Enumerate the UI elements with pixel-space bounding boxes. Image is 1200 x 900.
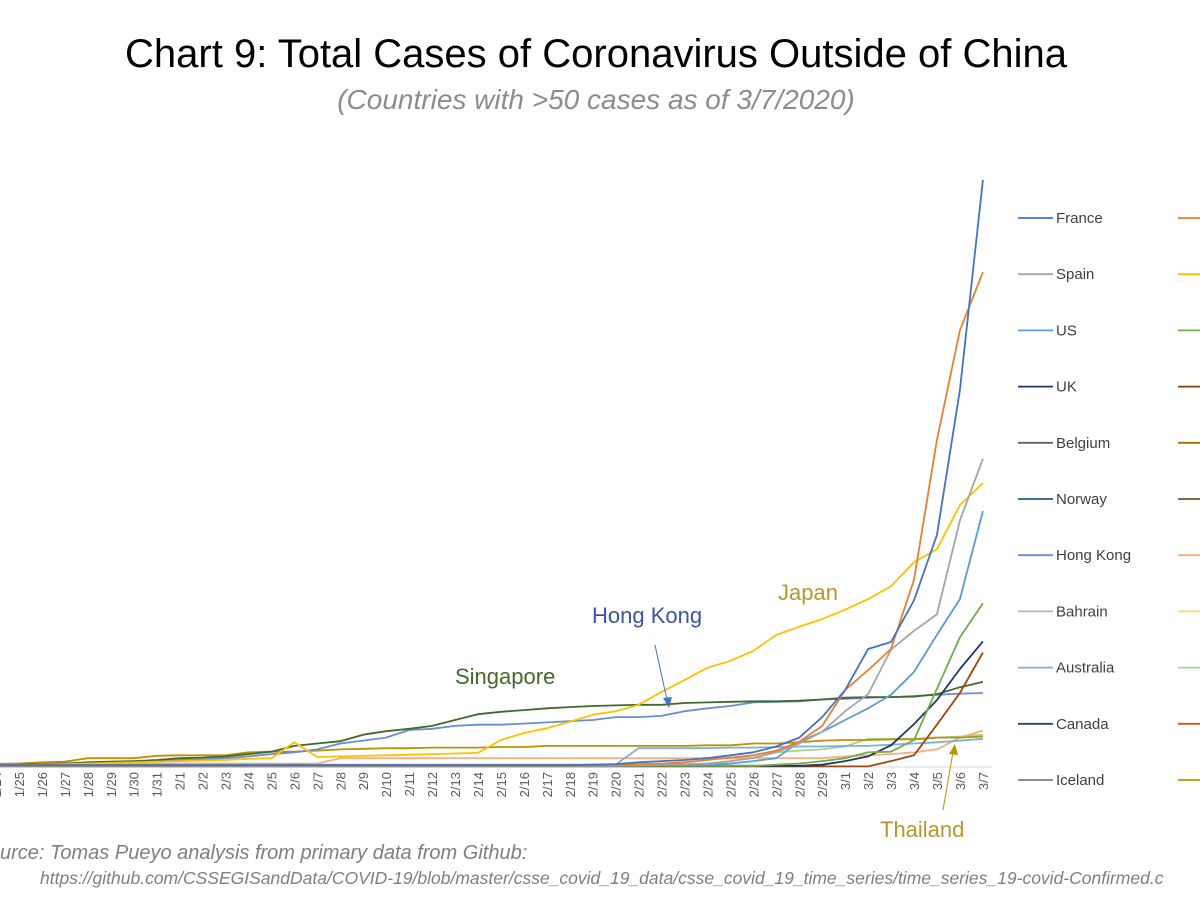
legend-label: Spain <box>1056 266 1094 283</box>
x-tick-label: 1/31 <box>150 772 165 797</box>
series-layer <box>0 179 984 768</box>
series-line-1 <box>0 271 984 767</box>
x-tick-label: 2/9 <box>356 772 371 790</box>
x-tick-label: 2/27 <box>769 772 784 797</box>
annotation-hong-kong: Hong Kong <box>592 603 702 628</box>
series-line-japan <box>0 482 984 767</box>
x-tick-label: 1/26 <box>35 772 50 797</box>
series-line-singapore <box>0 681 984 767</box>
source-note: urce: Tomas Pueyo analysis from primary … <box>0 842 528 864</box>
x-tick-label: 2/11 <box>402 772 417 796</box>
x-tick-label: 1/29 <box>104 772 119 797</box>
x-tick-label: 2/26 <box>746 772 761 797</box>
x-tick-label: 2/28 <box>792 772 807 797</box>
x-tick-label: 3/4 <box>907 772 922 790</box>
x-tick-label: 1/24 <box>0 772 4 797</box>
x-tick-label: 2/7 <box>310 772 325 790</box>
series-line-2 <box>0 458 984 767</box>
x-tick-label: 3/2 <box>861 772 876 790</box>
legend-label: France <box>1056 210 1103 227</box>
x-tick-label: 2/25 <box>723 772 738 797</box>
x-tick-label: 2/6 <box>287 772 302 790</box>
legend-label: Iceland <box>1056 772 1104 789</box>
x-tick-label: 2/16 <box>517 772 532 797</box>
thailand-arrowhead <box>949 744 958 755</box>
legend-label: Belgium <box>1056 435 1110 452</box>
x-tick-label: 3/6 <box>953 772 968 790</box>
thailand-arrow <box>942 751 954 811</box>
legend-label: Australia <box>1056 660 1115 677</box>
legend-label: Norway <box>1056 491 1107 508</box>
annotations: Japan Hong Kong Singapore Thailand <box>455 580 964 842</box>
x-tick-label: 2/3 <box>219 772 234 790</box>
legend-label: Bahrain <box>1056 603 1108 620</box>
x-tick-label: 1/28 <box>81 772 96 797</box>
x-tick-label: 2/17 <box>540 772 555 797</box>
series-line-13 <box>0 729 984 765</box>
x-tick-label: 2/18 <box>563 772 578 797</box>
x-tick-labels: 1/24 1/25 1/26 1/27 1/28 1/29 1/30 1/31 2/1 2/2 2/… <box>0 772 991 797</box>
legend-label: US <box>1056 322 1077 339</box>
annotation-singapore: Singapore <box>455 664 555 689</box>
x-tick-label: 2/8 <box>333 772 348 790</box>
x-tick-label: 2/24 <box>700 772 715 797</box>
x-tick-label: 2/29 <box>815 772 830 797</box>
chart-title: Chart 9: Total Cases of Coronavirus Outs… <box>125 32 1067 76</box>
chart-subtitle: (Countries with >50 cases as of 3/7/2020… <box>337 84 855 115</box>
legend-label: UK <box>1056 379 1077 396</box>
x-tick-label: 2/14 <box>471 772 486 797</box>
x-tick-label: 2/22 <box>655 772 670 797</box>
x-tick-label: 2/19 <box>586 772 601 797</box>
hong-kong-arrowhead <box>663 697 672 708</box>
x-tick-label: 1/27 <box>58 772 73 797</box>
hong-kong-arrow <box>654 644 668 701</box>
x-tick-label: 3/3 <box>884 772 899 790</box>
annotation-thailand: Thailand <box>880 817 964 842</box>
x-tick-label: 2/20 <box>609 772 624 797</box>
x-tick-label: 2/21 <box>632 772 647 797</box>
x-tick-label: 2/5 <box>264 772 279 790</box>
x-tick-label: 1/30 <box>127 772 142 797</box>
legend-label: Hong Kong <box>1056 547 1131 564</box>
x-tick-label: 2/23 <box>678 772 693 797</box>
x-tick-label: 2/10 <box>379 772 394 797</box>
legend: France Spain US UK Belgium Norway Hong Kong Bah… <box>1018 210 1200 789</box>
source-url: https://github.com/CSSEGISandData/COVID-… <box>40 868 1164 888</box>
x-tick-label: 2/2 <box>196 772 211 790</box>
series-line-0 <box>0 179 984 767</box>
x-tick-label: 2/12 <box>425 772 440 797</box>
x-tick-label: 3/5 <box>930 772 945 790</box>
legend-label: Canada <box>1056 716 1109 733</box>
annotation-japan: Japan <box>778 580 838 605</box>
x-tick-label: 2/13 <box>448 772 463 797</box>
x-tick-label: 2/4 <box>241 772 256 790</box>
series-line-4 <box>0 510 984 767</box>
x-tick-label: 2/1 <box>173 772 188 790</box>
x-tick-label: 3/1 <box>838 772 853 790</box>
x-tick-label: 3/7 <box>976 772 991 790</box>
x-tick-label: 2/15 <box>494 772 509 797</box>
x-tick-label: 1/25 <box>12 772 27 797</box>
